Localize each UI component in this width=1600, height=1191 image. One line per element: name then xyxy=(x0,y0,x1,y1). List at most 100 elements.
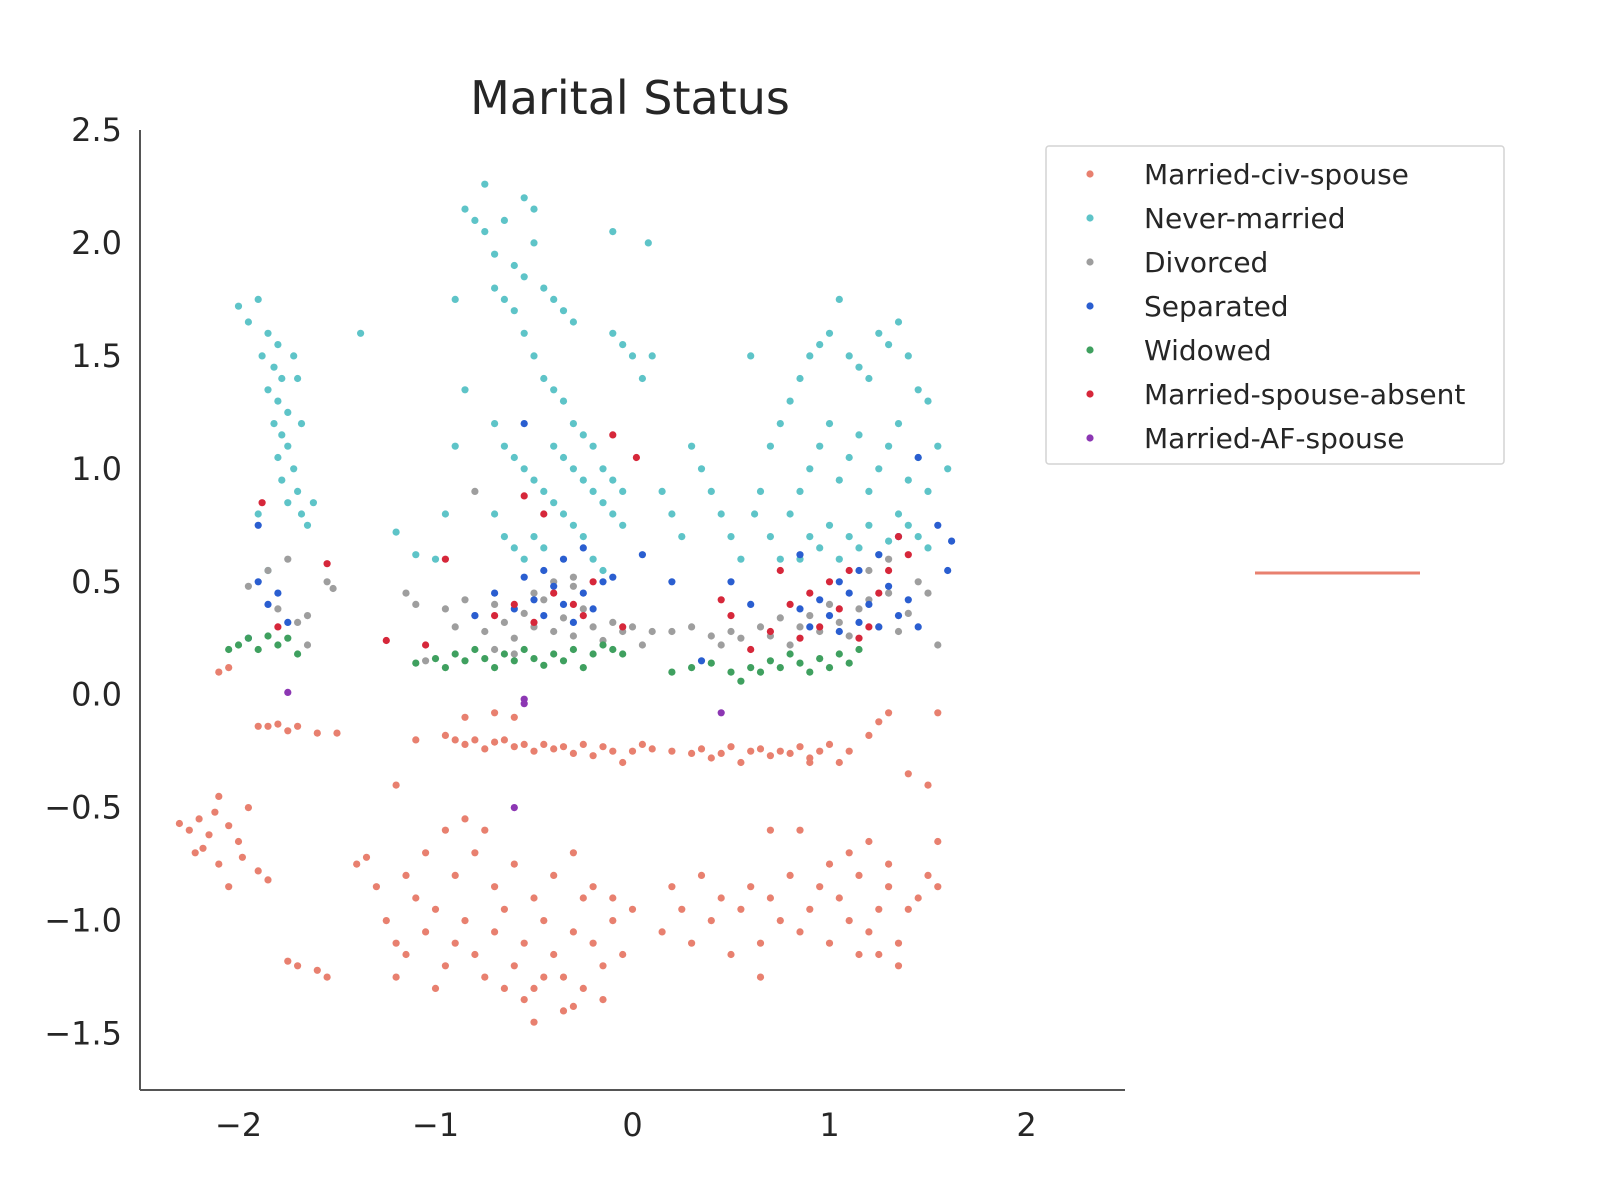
data-point xyxy=(550,582,558,590)
data-point xyxy=(238,853,246,861)
data-point xyxy=(845,747,853,755)
data-point xyxy=(835,476,843,484)
data-point xyxy=(924,544,932,552)
data-point xyxy=(816,596,824,604)
data-point xyxy=(885,709,893,717)
data-point xyxy=(579,533,587,541)
data-point xyxy=(658,487,666,495)
data-point xyxy=(323,973,331,981)
data-point xyxy=(510,307,518,315)
data-point xyxy=(727,743,735,751)
data-point xyxy=(776,614,784,622)
data-point xyxy=(481,228,489,236)
data-point xyxy=(806,668,814,676)
data-point xyxy=(751,510,759,518)
data-point xyxy=(297,510,306,518)
data-point xyxy=(569,582,578,590)
data-point xyxy=(697,745,706,753)
data-point xyxy=(825,612,834,620)
data-point xyxy=(451,871,459,880)
data-point xyxy=(491,883,499,891)
data-point xyxy=(786,650,794,658)
data-point xyxy=(638,641,647,649)
data-point xyxy=(550,442,558,450)
y-tick-label: −1.0 xyxy=(44,902,122,940)
data-point xyxy=(500,650,508,658)
data-point xyxy=(481,973,489,981)
data-point xyxy=(599,743,607,751)
data-point xyxy=(569,600,578,609)
data-point xyxy=(855,871,863,880)
data-point xyxy=(520,573,528,581)
data-point xyxy=(589,939,597,947)
data-point xyxy=(254,295,262,303)
data-point xyxy=(924,397,932,405)
data-point xyxy=(825,521,834,529)
data-point xyxy=(609,917,617,925)
tick-labels: −2 −1 0 1 2 2.5 2.0 1.5 1.0 0.5 0.0 −0.5 −1.0 −1.5 xyxy=(44,111,1036,1144)
data-point xyxy=(845,566,853,575)
data-point xyxy=(461,596,469,604)
data-point xyxy=(510,804,518,812)
data-point xyxy=(264,329,272,337)
data-point xyxy=(816,544,824,552)
data-point xyxy=(894,962,903,970)
data-point xyxy=(254,722,262,730)
data-point xyxy=(353,860,361,868)
data-point xyxy=(845,659,853,667)
data-point xyxy=(441,731,449,740)
data-point xyxy=(589,555,597,563)
data-point xyxy=(707,917,715,925)
data-point xyxy=(402,589,410,597)
data-point xyxy=(589,650,597,658)
data-point xyxy=(786,871,794,880)
data-point xyxy=(550,627,558,636)
data-point xyxy=(668,578,676,586)
data-point xyxy=(885,555,893,563)
data-point xyxy=(579,431,587,439)
data-point xyxy=(290,352,298,360)
data-point xyxy=(894,612,903,620)
data-point xyxy=(461,205,469,213)
data-point xyxy=(875,465,883,473)
data-point xyxy=(855,363,863,371)
data-point xyxy=(270,420,278,428)
data-point xyxy=(619,758,627,767)
data-point xyxy=(904,770,912,778)
data-point xyxy=(737,758,745,767)
data-point xyxy=(875,623,883,631)
data-point xyxy=(481,745,489,753)
data-point xyxy=(855,544,863,552)
data-point xyxy=(510,600,518,609)
data-point xyxy=(550,499,558,507)
data-point xyxy=(678,905,686,913)
x-tick-label: 1 xyxy=(819,1106,839,1144)
data-point xyxy=(500,216,508,224)
data-point xyxy=(284,957,292,965)
data-point xyxy=(816,747,824,755)
data-point xyxy=(875,589,883,597)
data-point xyxy=(609,747,617,755)
data-point xyxy=(451,442,459,450)
data-point xyxy=(451,650,459,658)
data-point xyxy=(294,722,302,730)
data-point xyxy=(530,476,538,484)
data-point xyxy=(569,645,578,654)
data-point xyxy=(648,352,656,360)
data-point xyxy=(845,849,853,857)
data-point xyxy=(520,740,528,749)
data-point xyxy=(559,743,568,751)
data-point xyxy=(441,605,449,613)
data-point xyxy=(825,664,834,672)
data-point xyxy=(382,636,390,645)
data-point xyxy=(727,950,735,959)
data-point xyxy=(747,352,755,360)
data-point xyxy=(313,966,321,974)
data-point xyxy=(727,533,735,541)
data-point xyxy=(609,510,617,518)
x-tick-label: −2 xyxy=(215,1106,262,1144)
data-point xyxy=(865,521,873,529)
data-point xyxy=(225,664,233,672)
data-point xyxy=(278,431,286,439)
